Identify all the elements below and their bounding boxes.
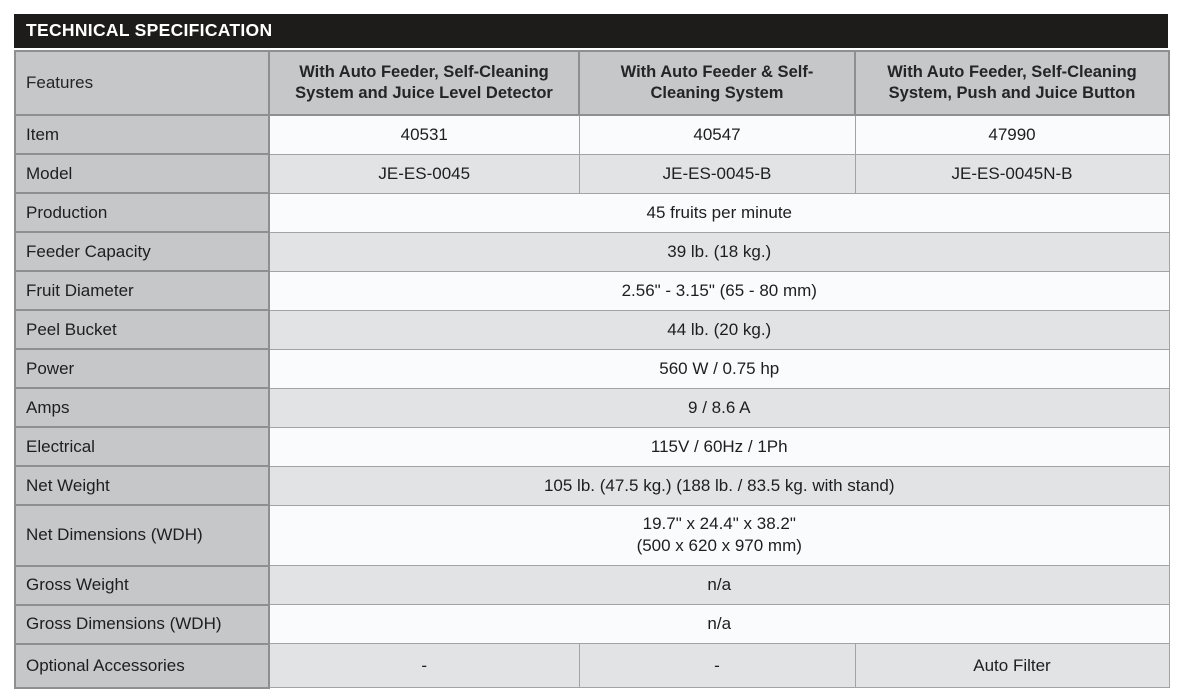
table-row-amps: Amps 9 / 8.6 A — [14, 387, 1170, 428]
spec-value: 9 / 8.6 A — [268, 387, 1170, 428]
row-label: Item — [14, 114, 270, 155]
row-label: Optional Accessories — [14, 642, 270, 689]
row-label: Peel Bucket — [14, 309, 270, 350]
header-row: Features With Auto Feeder, Self-Cleaning… — [14, 50, 1170, 116]
spec-value: JE-ES-0045 — [268, 153, 580, 194]
table-row-production: Production 45 fruits per minute — [14, 192, 1170, 233]
row-label: Electrical — [14, 426, 270, 467]
table-row-gross-weight: Gross Weight n/a — [14, 564, 1170, 606]
table-row-fruit-diameter: Fruit Diameter 2.56" - 3.15" (65 - 80 mm… — [14, 270, 1170, 311]
table-row-feeder-capacity: Feeder Capacity 39 lb. (18 kg.) — [14, 231, 1170, 272]
row-label: Power — [14, 348, 270, 389]
row-label: Model — [14, 153, 270, 194]
row-label: Gross Dimensions (WDH) — [14, 603, 270, 645]
table-row-power: Power 560 W / 0.75 hp — [14, 348, 1170, 389]
spec-value: 40531 — [268, 114, 580, 155]
spec-value: 40547 — [578, 114, 856, 155]
spec-value: - — [578, 643, 856, 689]
spec-value: 2.56" - 3.15" (65 - 80 mm) — [268, 270, 1170, 311]
spec-value: 560 W / 0.75 hp — [268, 348, 1170, 389]
dimensions-mm: (500 x 620 x 970 mm) — [636, 536, 802, 556]
table-row-peel-bucket: Peel Bucket 44 lb. (20 kg.) — [14, 309, 1170, 350]
spec-value: 105 lb. (47.5 kg.) (188 lb. / 83.5 kg. w… — [268, 465, 1170, 506]
row-label: Fruit Diameter — [14, 270, 270, 311]
row-label: Net Weight — [14, 465, 270, 506]
column-header-variant-2: With Auto Feeder & Self-Cleaning System — [578, 50, 856, 116]
table-row-optional-accessories: Optional Accessories - - Auto Filter — [14, 642, 1170, 689]
spec-value: 115V / 60Hz / 1Ph — [268, 426, 1170, 467]
page-title: TECHNICAL SPECIFICATION — [14, 14, 1168, 48]
spec-value: Auto Filter — [854, 643, 1170, 689]
spec-value: 39 lb. (18 kg.) — [268, 231, 1170, 272]
row-label: Production — [14, 192, 270, 233]
dimensions-inches: 19.7" x 24.4" x 38.2" — [642, 513, 796, 533]
spec-value: n/a — [268, 604, 1170, 645]
features-header: Features — [14, 50, 270, 116]
row-label: Feeder Capacity — [14, 231, 270, 272]
table-row-model: Model JE-ES-0045 JE-ES-0045-B JE-ES-0045… — [14, 153, 1170, 194]
spec-table: Features With Auto Feeder, Self-Cleaning… — [14, 50, 1170, 689]
row-label: Net Dimensions (WDH) — [14, 504, 270, 567]
table-row-net-dimensions: Net Dimensions (WDH) 19.7" x 24.4" x 38.… — [14, 504, 1170, 567]
column-header-variant-3: With Auto Feeder, Self-Cleaning System, … — [854, 50, 1170, 116]
row-label: Amps — [14, 387, 270, 428]
spec-value: 47990 — [854, 114, 1170, 155]
spec-value: 44 lb. (20 kg.) — [268, 309, 1170, 350]
table-row-item: Item 40531 40547 47990 — [14, 114, 1170, 155]
row-label: Gross Weight — [14, 564, 270, 606]
table-row-electrical: Electrical 115V / 60Hz / 1Ph — [14, 426, 1170, 467]
spec-value: JE-ES-0045N-B — [854, 153, 1170, 194]
table-row-net-weight: Net Weight 105 lb. (47.5 kg.) (188 lb. /… — [14, 465, 1170, 506]
spec-value: 45 fruits per minute — [268, 192, 1170, 233]
spec-value: - — [268, 643, 580, 689]
table-row-gross-dimensions: Gross Dimensions (WDH) n/a — [14, 603, 1170, 645]
spec-value: n/a — [268, 565, 1170, 606]
spec-value: 19.7" x 24.4" x 38.2" (500 x 620 x 970 m… — [268, 504, 1170, 567]
spec-value: JE-ES-0045-B — [578, 153, 856, 194]
column-header-variant-1: With Auto Feeder, Self-Cleaning System a… — [268, 50, 580, 116]
